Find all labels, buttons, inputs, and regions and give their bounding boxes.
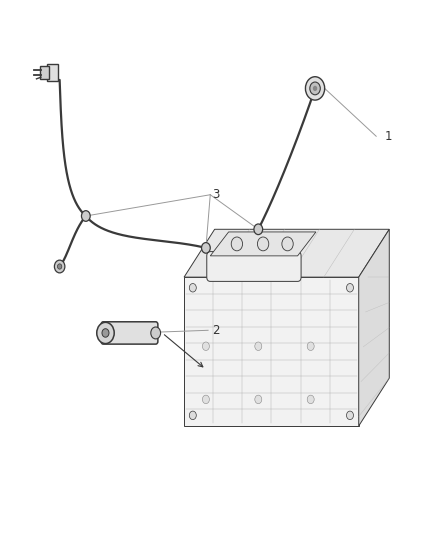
Text: 3: 3 xyxy=(212,188,220,201)
Circle shape xyxy=(81,211,90,221)
Circle shape xyxy=(97,322,114,344)
Circle shape xyxy=(102,329,109,337)
Circle shape xyxy=(282,237,293,251)
Circle shape xyxy=(254,224,263,235)
FancyBboxPatch shape xyxy=(101,322,158,344)
Circle shape xyxy=(189,284,196,292)
FancyBboxPatch shape xyxy=(46,64,58,81)
Circle shape xyxy=(307,395,314,403)
Text: 1: 1 xyxy=(385,130,392,143)
Polygon shape xyxy=(210,232,316,256)
Circle shape xyxy=(255,395,262,403)
Polygon shape xyxy=(359,229,389,426)
Circle shape xyxy=(201,243,210,253)
Polygon shape xyxy=(184,229,389,277)
Circle shape xyxy=(202,395,209,403)
Circle shape xyxy=(258,237,269,251)
Text: 2: 2 xyxy=(212,324,220,337)
Circle shape xyxy=(310,82,320,95)
Circle shape xyxy=(346,284,353,292)
Circle shape xyxy=(255,342,262,351)
Circle shape xyxy=(54,260,65,273)
Circle shape xyxy=(151,327,161,339)
Circle shape xyxy=(189,411,196,419)
Circle shape xyxy=(313,86,317,91)
Polygon shape xyxy=(184,277,359,426)
FancyBboxPatch shape xyxy=(207,252,301,281)
FancyBboxPatch shape xyxy=(40,66,49,79)
Circle shape xyxy=(231,237,243,251)
Circle shape xyxy=(57,264,62,269)
Circle shape xyxy=(305,77,325,100)
Circle shape xyxy=(202,342,209,351)
Circle shape xyxy=(307,342,314,351)
Circle shape xyxy=(346,411,353,419)
